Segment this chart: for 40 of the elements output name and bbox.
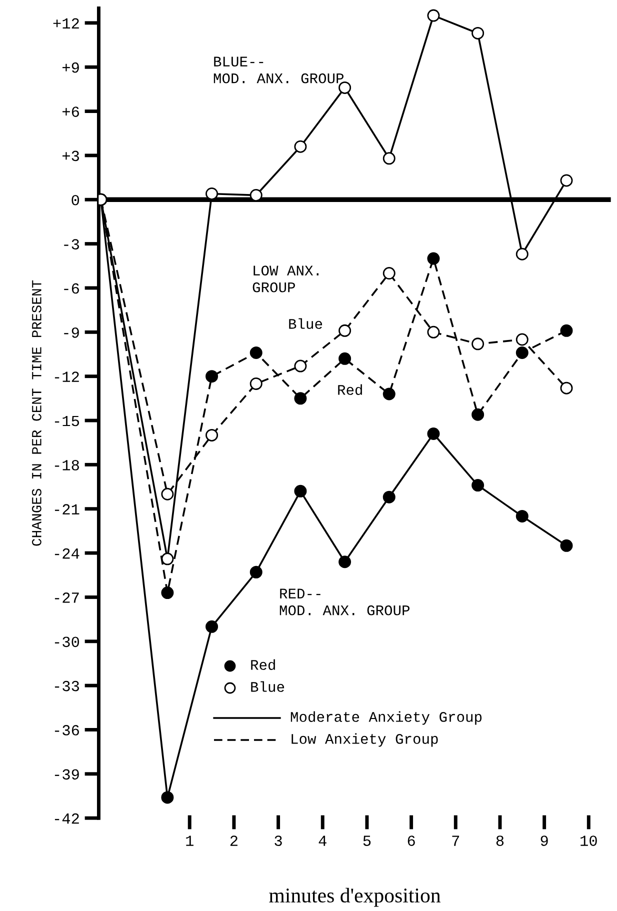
annotation: Red: [338, 384, 362, 395]
x-tick-label: 1: [186, 836, 194, 846]
annotation: LOW ANX. GROUP: [252, 266, 318, 292]
annotation: RED-- MOD. ANX. GROUP: [280, 588, 410, 616]
annotation: Blue: [251, 681, 284, 692]
x-tick-label: 6: [408, 836, 415, 846]
y-tick-label: +3: [62, 150, 79, 162]
x-tick-label: 2: [230, 836, 238, 846]
y-tick-label: -15: [54, 416, 79, 426]
y-tick-label: -42: [54, 813, 79, 824]
y-tick-label: -21: [54, 504, 80, 514]
x-tick-label: 10: [580, 836, 597, 846]
y-axis-title: CHANGES IN PER CENT TIME PRESENT: [32, 280, 42, 546]
y-tick-label: -36: [54, 725, 79, 736]
x-tick-label: 3: [274, 836, 282, 846]
y-tick-label: +6: [62, 106, 79, 117]
annotation: Red: [251, 659, 275, 670]
annotation: Blue: [289, 318, 322, 329]
annotation: BLUE-- MOD. ANX. GROUP: [214, 56, 344, 84]
y-tick-label: -27: [54, 592, 79, 603]
x-tick-label: 5: [363, 836, 371, 846]
y-tick-label: -6: [64, 283, 79, 294]
y-tick-label: +12: [53, 18, 79, 28]
x-tick-label: 8: [496, 836, 504, 846]
y-tick-label: -39: [54, 769, 79, 780]
annotation: Low Anxiety Group: [292, 733, 438, 747]
x-tick-label: 7: [452, 836, 460, 846]
y-tick-label: 0: [72, 194, 80, 206]
y-tick-label: -33: [54, 680, 79, 692]
y-tick-label: -24: [54, 548, 80, 559]
y-tick-label: -12: [54, 372, 79, 382]
y-tick-label: -30: [54, 636, 80, 648]
y-tick-label: -18: [54, 460, 79, 470]
y-tick-label: -9: [64, 327, 79, 338]
x-tick-label: 9: [540, 836, 548, 846]
x-tick-label: 4: [318, 836, 326, 846]
x-axis-title: minutes d'exposition: [269, 888, 441, 907]
y-tick-label: -3: [64, 239, 79, 250]
annotation: Moderate Anxiety Group: [290, 711, 482, 725]
y-tick-label: +9: [62, 62, 79, 73]
